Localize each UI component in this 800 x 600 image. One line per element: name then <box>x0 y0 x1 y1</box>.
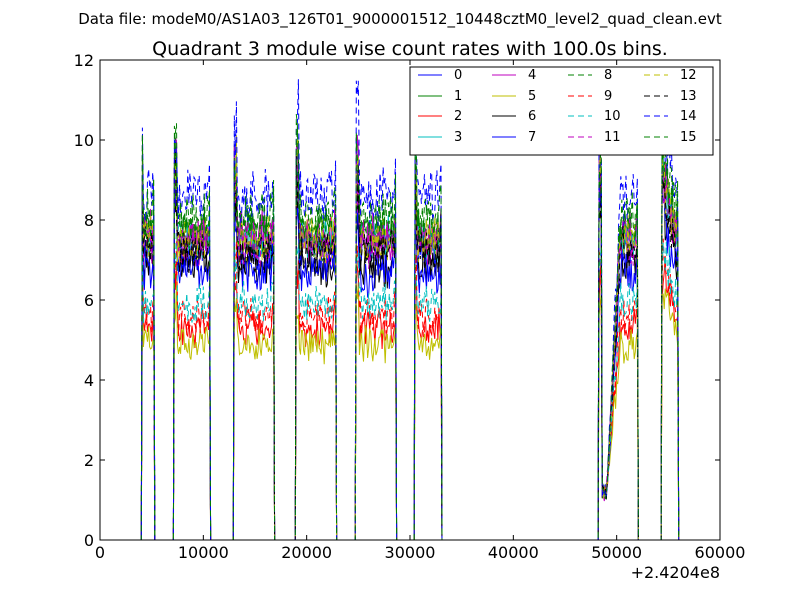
legend-label-9: 9 <box>604 89 612 104</box>
x-offset-label: +2.4204e8 <box>631 563 720 582</box>
series-line-15 <box>100 107 680 540</box>
legend-box <box>409 66 714 156</box>
x-tick-label: 60000 <box>695 543 746 562</box>
series-line-4 <box>100 134 680 540</box>
legend-label-13: 13 <box>680 89 697 104</box>
legend-label-8: 8 <box>604 68 612 83</box>
legend-label-12: 12 <box>680 68 697 83</box>
y-tick-label: 6 <box>84 291 94 310</box>
legend-label-15: 15 <box>680 130 697 145</box>
chart-suptitle: Data file: modeM0/AS1A03_126T01_90000015… <box>78 10 722 29</box>
legend-label-10: 10 <box>604 109 621 124</box>
legend-label-1: 1 <box>454 89 462 104</box>
legend-label-5: 5 <box>528 89 536 104</box>
y-tick-label: 0 <box>84 531 94 550</box>
series-layer <box>100 77 680 540</box>
x-tick-label: 20000 <box>281 543 332 562</box>
series-line-9 <box>100 238 680 540</box>
legend-label-4: 4 <box>528 68 536 83</box>
legend-label-3: 3 <box>454 130 462 145</box>
x-tick-label: 40000 <box>488 543 539 562</box>
legend-label-14: 14 <box>680 109 697 124</box>
legend-label-7: 7 <box>528 130 536 145</box>
x-tick-label: 0 <box>95 543 105 562</box>
series-line-13 <box>100 151 680 540</box>
x-tick-label: 10000 <box>178 543 229 562</box>
y-tick-label: 2 <box>84 451 94 470</box>
legend-label-11: 11 <box>604 130 621 145</box>
series-line-2 <box>100 255 680 540</box>
series-line-8 <box>100 121 680 540</box>
series-line-11 <box>100 148 680 540</box>
x-axis: 0 10000 20000 30000 40000 50000 60000 <box>95 60 746 562</box>
series-line-5 <box>100 281 680 540</box>
series-line-14 <box>100 77 680 540</box>
series-line-10 <box>100 222 680 540</box>
legend-label-0: 0 <box>454 68 462 83</box>
y-tick-label: 10 <box>74 131 94 150</box>
x-tick-label: 50000 <box>591 543 642 562</box>
x-tick-label: 30000 <box>385 543 436 562</box>
legend-label-2: 2 <box>454 109 462 124</box>
y-tick-label: 8 <box>84 211 94 230</box>
chart-title: Quadrant 3 module wise count rates with … <box>152 38 668 60</box>
series-line-12 <box>100 135 680 540</box>
legend-label-6: 6 <box>528 109 536 124</box>
y-tick-label: 4 <box>84 371 94 390</box>
y-tick-label: 12 <box>74 51 94 70</box>
